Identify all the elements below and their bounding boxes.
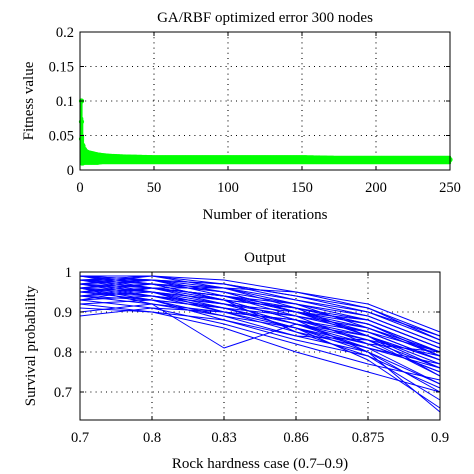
fitness-y-tick-label: 0.05 [49,129,74,145]
output-y-tick-label: 0.9 [54,305,72,321]
output-series-line [79,275,441,357]
output-series-line [79,283,441,409]
output-series-line [79,307,441,365]
output-y-axis-label: Survival probability [23,285,39,406]
output-x-tick-label: 0.875 [352,430,385,446]
fitness-point [299,157,305,163]
fitness-point [81,157,88,163]
fitness-chart: GA/RBF optimized error 300 nodes 0 50 100 1… [21,10,461,223]
output-x-tick-label: 0.9 [431,430,449,446]
output-series-line [79,299,441,381]
fitness-x-tick-label: 100 [217,180,239,196]
output-series-line [79,275,441,341]
fitness-point [373,157,379,163]
output-plot-frame [79,271,441,421]
output-y-tick-label: 0.7 [54,385,72,401]
fitness-y-tick-label: 0.2 [56,25,74,41]
fitness-point [225,156,231,162]
fitness-x-tick-label: 0 [76,180,83,196]
fitness-x-tick-label: 150 [291,180,313,196]
output-series-line [79,295,441,413]
output-x-tick-label: 0.86 [283,430,308,446]
fitness-chart-title: GA/RBF optimized error 300 nodes [157,10,373,26]
fitness-x-axis-label: Number of iterations [203,207,328,223]
fitness-x-tick-label: 50 [147,180,162,196]
output-series-line [79,307,441,357]
fitness-x-tick-label: 250 [439,180,461,196]
output-chart-title: Output [244,250,287,266]
output-series-line [79,279,441,377]
fitness-point [99,154,105,161]
output-series-line [79,287,441,389]
fitness-point [262,156,268,162]
output-series-line [79,287,441,385]
fitness-y-tick-label: 0.15 [49,60,74,76]
output-series-line [79,287,441,385]
fitness-x-tick-label: 200 [365,180,387,196]
output-x-axis-label: Rock hardness case (0.7–0.9) [172,456,348,472]
fitness-point [336,157,342,163]
output-series-line [80,275,441,333]
fitness-y-axis-label: Fitness value [21,61,37,140]
fitness-point [121,155,127,161]
output-series-line [79,303,441,393]
fitness-y-tick-label: 0 [67,163,74,179]
output-series-line [79,287,441,353]
output-series-line [79,287,441,349]
output-y-tick-label: 1 [65,265,72,281]
fitness-point [151,156,157,162]
fitness-point [188,156,194,162]
fitness-plot-frame [79,31,451,171]
output-x-tick-label: 0.8 [143,430,161,446]
output-chart: Output 0.7 0.8 0.83 0.86 0.875 0.90.70.80.91 … [23,250,449,472]
output-x-tick-label: 0.7 [71,430,89,446]
fitness-point [107,155,113,161]
fitness-point [410,157,416,163]
fitness-point [95,154,101,161]
output-series-line [79,279,441,337]
output-x-tick-label: 0.83 [211,430,236,446]
fitness-y-tick-label: 0.1 [56,94,74,110]
output-series-line [79,303,441,353]
output-y-tick-label: 0.8 [54,345,72,361]
output-series-line [79,291,441,357]
output-series-line [79,275,441,373]
